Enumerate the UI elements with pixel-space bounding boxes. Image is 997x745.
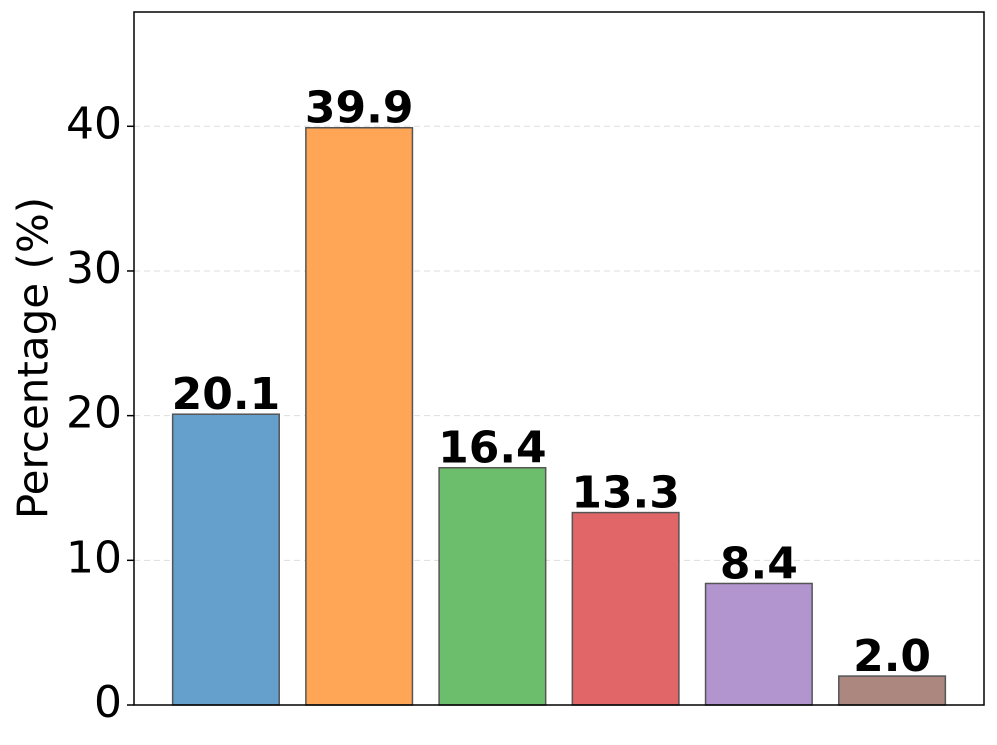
bar — [305, 126, 414, 706]
value-label: 13.3 — [571, 468, 680, 519]
value-label: 39.9 — [305, 83, 414, 134]
plot-frame — [133, 11, 985, 706]
y-tick-label: 10 — [66, 532, 122, 583]
y-tick-label: 30 — [66, 243, 122, 294]
value-label: 2.0 — [853, 631, 931, 682]
y-tick-label: 0 — [94, 677, 122, 728]
y-axis-label: Percentage (%) — [9, 197, 58, 519]
value-label: 16.4 — [438, 423, 547, 474]
y-tick-label: 40 — [66, 98, 122, 149]
bar — [171, 413, 280, 706]
bar — [571, 511, 680, 706]
value-label: 20.1 — [172, 369, 281, 420]
value-label: 8.4 — [720, 538, 798, 589]
bar — [438, 466, 547, 706]
bar — [704, 582, 813, 706]
y-tick-label: 20 — [66, 388, 122, 439]
